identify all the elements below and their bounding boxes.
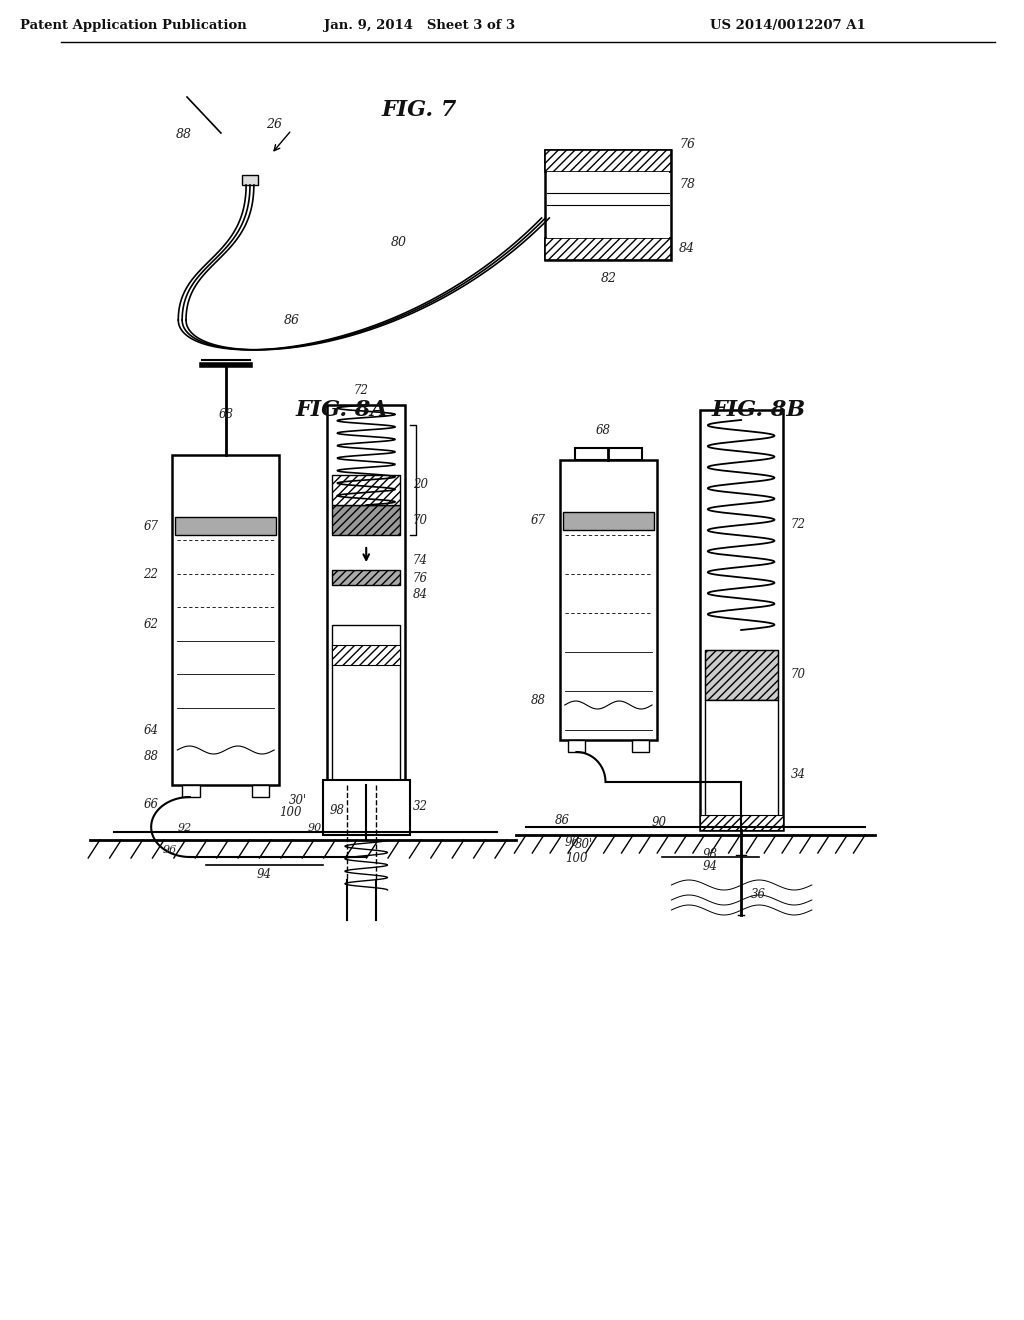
- Text: 68: 68: [218, 408, 233, 421]
- Bar: [548, 172, 670, 238]
- Bar: [323, 780, 410, 836]
- Text: 76: 76: [413, 572, 428, 585]
- Text: 82: 82: [600, 272, 616, 285]
- Text: 76: 76: [679, 139, 695, 152]
- Text: 67: 67: [143, 520, 159, 532]
- Bar: [563, 512, 654, 531]
- Text: 100: 100: [565, 851, 588, 865]
- Text: 34: 34: [791, 768, 806, 781]
- Bar: [706, 649, 778, 700]
- Bar: [328, 405, 404, 785]
- Bar: [567, 741, 585, 752]
- Text: 84: 84: [413, 589, 428, 602]
- Text: 86: 86: [284, 314, 300, 326]
- Text: 94: 94: [257, 869, 272, 882]
- Text: 68: 68: [596, 424, 611, 437]
- Text: 86: 86: [555, 813, 570, 826]
- Text: 88: 88: [143, 751, 159, 763]
- Text: 90: 90: [308, 822, 323, 833]
- Text: 67: 67: [530, 515, 546, 528]
- Text: 80: 80: [390, 235, 407, 248]
- Text: 66: 66: [143, 799, 159, 812]
- Bar: [700, 411, 782, 830]
- Bar: [560, 459, 656, 741]
- Bar: [333, 570, 400, 585]
- Text: 84: 84: [679, 242, 695, 255]
- Text: FIG. 8B: FIG. 8B: [712, 399, 806, 421]
- Text: 72: 72: [354, 384, 369, 396]
- Bar: [182, 785, 200, 797]
- Text: 98: 98: [330, 804, 344, 817]
- Text: 78: 78: [679, 178, 695, 191]
- Text: Jan. 9, 2014   Sheet 3 of 3: Jan. 9, 2014 Sheet 3 of 3: [324, 18, 515, 32]
- Text: FIG. 7: FIG. 7: [382, 99, 457, 121]
- Bar: [333, 645, 400, 665]
- Bar: [546, 150, 672, 172]
- Text: 70: 70: [791, 668, 806, 681]
- Bar: [700, 814, 782, 830]
- Text: 62: 62: [143, 619, 159, 631]
- Bar: [632, 741, 649, 752]
- Bar: [706, 649, 778, 700]
- Text: 70: 70: [413, 513, 428, 527]
- Bar: [172, 455, 279, 785]
- Bar: [333, 624, 400, 785]
- Text: 36: 36: [751, 888, 766, 902]
- Text: 72: 72: [791, 519, 806, 532]
- Text: 98: 98: [702, 849, 718, 862]
- Text: 26: 26: [266, 119, 283, 132]
- Text: 100: 100: [279, 807, 301, 820]
- Text: 92: 92: [177, 822, 191, 833]
- Text: 30': 30': [289, 793, 307, 807]
- Bar: [175, 517, 276, 535]
- Bar: [574, 447, 642, 459]
- Bar: [546, 238, 672, 260]
- Text: FIG. 8A: FIG. 8A: [296, 399, 388, 421]
- Text: 88: 88: [175, 128, 191, 141]
- Bar: [333, 475, 400, 506]
- Text: US 2014/0012207 A1: US 2014/0012207 A1: [710, 18, 865, 32]
- Text: 32: 32: [413, 800, 428, 813]
- Text: 90: 90: [652, 817, 667, 829]
- Text: 64: 64: [143, 723, 159, 737]
- Text: 96: 96: [163, 845, 177, 855]
- Bar: [546, 150, 672, 260]
- Bar: [252, 785, 269, 797]
- Bar: [333, 506, 400, 535]
- Text: 88: 88: [530, 693, 546, 706]
- Text: 30': 30': [574, 838, 593, 851]
- Bar: [706, 700, 778, 830]
- Text: Patent Application Publication: Patent Application Publication: [20, 18, 247, 32]
- Bar: [243, 176, 258, 185]
- Text: 96: 96: [565, 837, 580, 850]
- Text: 94: 94: [702, 861, 718, 874]
- Text: 20: 20: [413, 479, 428, 491]
- Text: 74: 74: [413, 553, 428, 566]
- Text: 22: 22: [143, 569, 159, 582]
